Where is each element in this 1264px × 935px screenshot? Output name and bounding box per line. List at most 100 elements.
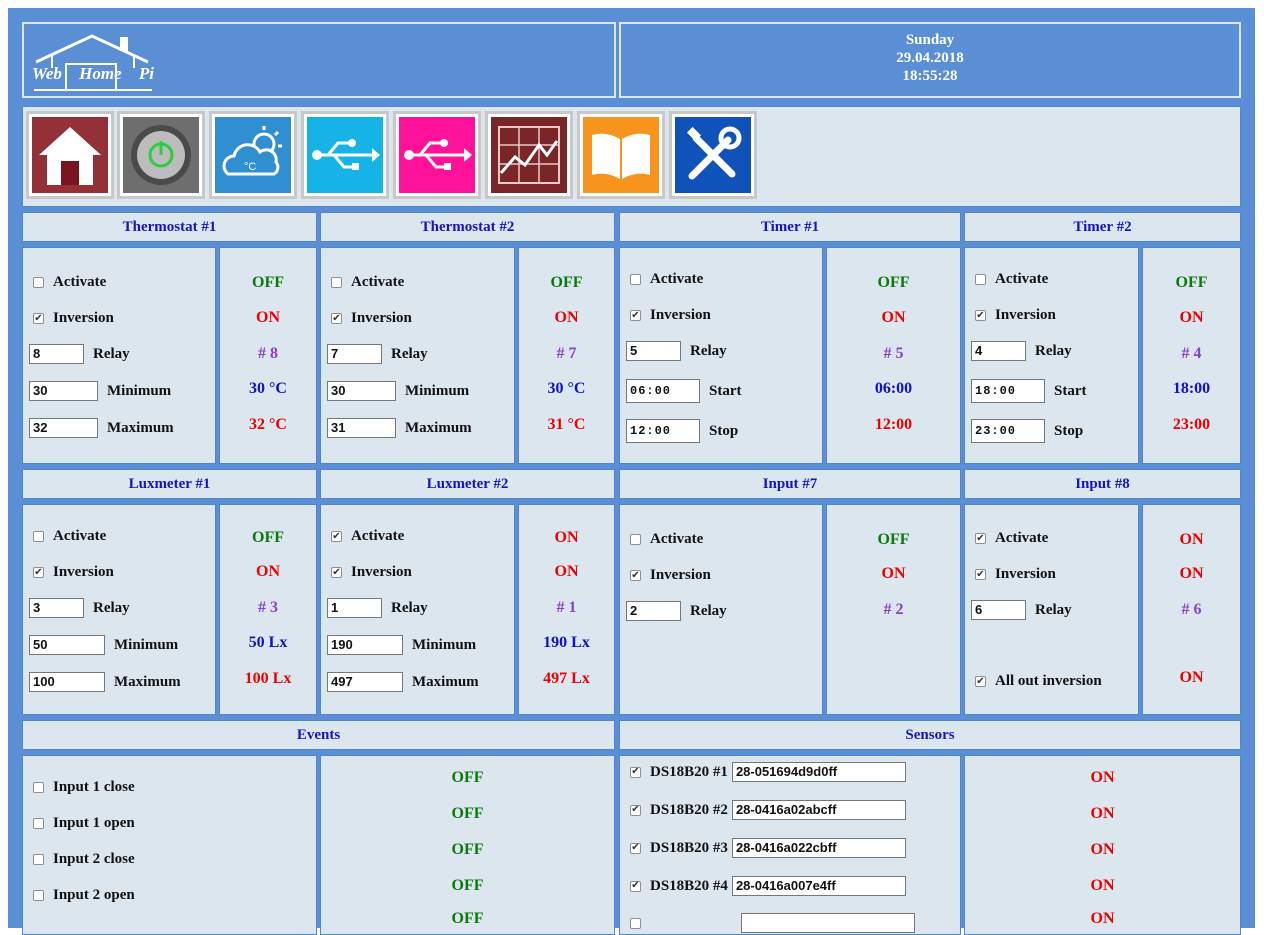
event-checkbox[interactable]: [33, 782, 44, 793]
input8-relay-input[interactable]: 6: [971, 600, 1026, 620]
event-status: OFF: [451, 910, 484, 927]
event-item: Input 2 open: [33, 887, 135, 904]
lux2-activate-status: ON: [554, 529, 579, 546]
lux1-activate-status: OFF: [252, 529, 284, 546]
usb-icon: [399, 117, 475, 193]
thermostat2-activate-status: OFF: [550, 274, 583, 291]
sensor-item: ✔ DS18B20 #4 28-0416a007e4ff: [630, 876, 915, 896]
logo-house-icon[interactable]: [30, 30, 156, 98]
tools-icon: [675, 117, 751, 193]
settings-button[interactable]: [669, 111, 757, 199]
timer1-activate-checkbox[interactable]: [630, 274, 641, 285]
lux2-title: Luxmeter #2: [320, 469, 615, 499]
input8-inversion-row: ✔ Inversion: [975, 566, 1056, 582]
thermostat2-inversion-status: ON: [554, 309, 579, 326]
sensor-checkbox[interactable]: ✔: [630, 880, 641, 892]
input7-inversion-status: ON: [881, 565, 906, 582]
event-checkbox[interactable]: [33, 890, 44, 901]
thermostat2-max-input[interactable]: 31: [327, 418, 396, 438]
input8-status: [1142, 504, 1241, 715]
timer2-activate-checkbox[interactable]: [975, 274, 986, 285]
thermostat1-activate-status: OFF: [252, 274, 284, 291]
timer2-relay-status: # 4: [1181, 345, 1202, 362]
chart-icon: [491, 117, 567, 193]
sensor-id-input[interactable]: 28-0416a022cbff: [731, 838, 906, 858]
timer1-stop-input[interactable]: 12:00: [626, 419, 700, 443]
input7-activate-checkbox[interactable]: [630, 534, 641, 545]
chart-button[interactable]: [485, 111, 573, 199]
power-button[interactable]: [117, 111, 205, 199]
thermostat2-min-input[interactable]: 30: [327, 381, 396, 401]
lux2-inversion-checkbox[interactable]: ✔: [331, 566, 342, 578]
input8-inversion-checkbox[interactable]: ✔: [975, 568, 986, 580]
input8-relay-row: 6 Relay: [971, 600, 1072, 620]
lux2-relay-input[interactable]: 1: [327, 598, 382, 618]
thermostat2-inversion-checkbox[interactable]: ✔: [331, 312, 342, 324]
input7-relay-input[interactable]: 2: [626, 601, 681, 621]
sensor-id-input[interactable]: 28-051694d9d0ff: [731, 762, 906, 782]
sensor-item: [630, 913, 924, 933]
thermostat1-relay-status: # 8: [258, 345, 278, 362]
thermostat2-inversion-row: ✔ Inversion: [331, 310, 412, 326]
lux2-max-input[interactable]: 497: [327, 672, 403, 692]
thermostat1-activate-checkbox[interactable]: [33, 277, 44, 288]
lux1-relay-input[interactable]: 3: [29, 598, 84, 618]
input7-inversion-checkbox[interactable]: ✔: [630, 569, 641, 581]
sensor-id-input[interactable]: 28-0416a02abcff: [731, 800, 906, 820]
usb-button-1[interactable]: [301, 111, 389, 199]
input7-inversion-row: ✔ Inversion: [630, 567, 711, 583]
timer2-relay-input[interactable]: 4: [971, 341, 1026, 361]
weather-button[interactable]: °C: [209, 111, 297, 199]
timer1-relay-status: # 5: [883, 345, 904, 362]
timer1-relay-input[interactable]: 5: [626, 341, 681, 361]
event-item: Input 1 close: [33, 779, 135, 796]
power-icon: [123, 117, 199, 193]
timer2-status: [1142, 247, 1241, 464]
sensor-checkbox[interactable]: ✔: [630, 842, 641, 854]
timer2-title: Timer #2: [964, 212, 1241, 242]
lux2-min-input[interactable]: 190: [327, 635, 403, 655]
book-button[interactable]: [577, 111, 665, 199]
sensor-status: ON: [1090, 769, 1115, 786]
thermostat1-title: Thermostat #1: [22, 212, 317, 242]
lux2-inversion-row: ✔ Inversion: [331, 564, 412, 580]
timer1-inversion-checkbox[interactable]: ✔: [630, 309, 641, 321]
sensor-id-input[interactable]: 28-0416a007e4ff: [731, 876, 906, 896]
thermostat2-relay-input[interactable]: 7: [327, 344, 382, 364]
sensor-id-input[interactable]: [741, 913, 915, 933]
sensor-checkbox[interactable]: ✔: [630, 766, 641, 778]
event-checkbox[interactable]: [33, 854, 44, 865]
timer2-inversion-status: ON: [1179, 309, 1204, 326]
thermostat2-activate-checkbox[interactable]: [331, 277, 342, 288]
usb-button-2[interactable]: [393, 111, 481, 199]
thermostat1-inversion-checkbox[interactable]: ✔: [33, 312, 44, 324]
thermostat1-relay-input[interactable]: 8: [29, 344, 84, 364]
lux2-activate-checkbox[interactable]: ✔: [331, 530, 342, 542]
event-status: OFF: [451, 769, 484, 786]
input7-activate-row: Activate: [630, 531, 703, 548]
thermostat1-max-input[interactable]: 32: [29, 418, 98, 438]
lux1-max-input[interactable]: 100: [29, 672, 105, 692]
timer2-inversion-checkbox[interactable]: ✔: [975, 309, 986, 321]
sensor-checkbox[interactable]: ✔: [630, 804, 641, 816]
input8-allout-row: ✔ All out inversion: [975, 673, 1102, 689]
event-checkbox[interactable]: [33, 818, 44, 829]
home-button[interactable]: [26, 111, 114, 199]
timer2-stop-row: 23:00 Stop: [971, 419, 1083, 443]
lux1-max-status: 100 Lx: [244, 670, 292, 687]
input8-activate-checkbox[interactable]: ✔: [975, 532, 986, 544]
input8-allout-checkbox[interactable]: ✔: [975, 675, 986, 687]
timer1-stop-status: 12:00: [874, 416, 913, 433]
lux1-min-input[interactable]: 50: [29, 635, 105, 655]
sensor-checkbox[interactable]: [630, 917, 641, 929]
timer2-stop-input[interactable]: 23:00: [971, 419, 1045, 443]
thermostat1-status: [219, 247, 317, 464]
lux2-min-status: 190 Lx: [543, 634, 590, 651]
time-label: 18:55:28: [902, 68, 958, 84]
thermostat1-min-input[interactable]: 30: [29, 381, 98, 401]
timer2-start-input[interactable]: 18:00: [971, 379, 1045, 403]
lux1-activate-checkbox[interactable]: [33, 531, 44, 542]
lux1-inversion-checkbox[interactable]: ✔: [33, 566, 44, 578]
lux1-status: [219, 504, 317, 715]
timer1-start-input[interactable]: 06:00: [626, 379, 700, 403]
